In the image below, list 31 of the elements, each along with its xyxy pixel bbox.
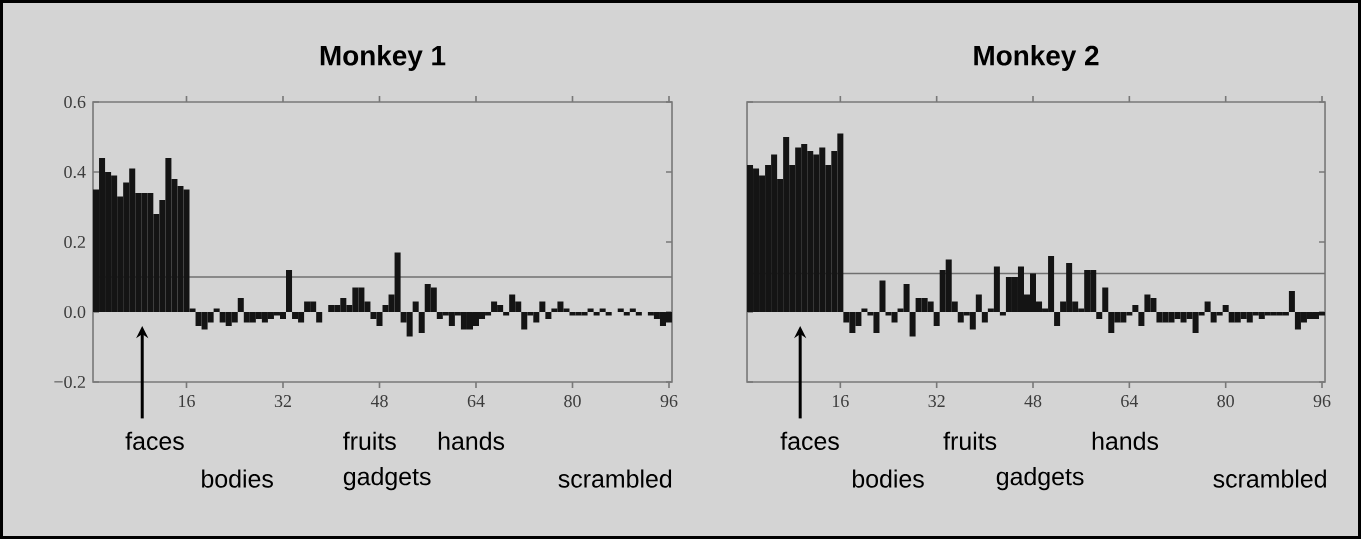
x-tick-label: 64 — [1121, 395, 1139, 408]
x-tick-label: 48 — [370, 395, 388, 408]
text: bodies — [202, 469, 273, 488]
y-tick-label: 0.6 — [64, 95, 86, 109]
x-tick-label: 16 — [179, 395, 195, 408]
y-tick-label: 0.2 — [64, 235, 85, 249]
x-tick-label: 32 — [928, 395, 945, 408]
text: gadgets — [996, 466, 1084, 491]
y-tick-label: 0.4 — [64, 165, 86, 179]
x-tick-label: 96 — [660, 395, 678, 408]
text: scrambled — [558, 469, 672, 488]
x-tick-label: 80 — [564, 395, 581, 408]
text: gadgets — [343, 466, 431, 491]
text: fruits — [343, 431, 396, 450]
x-tick-label: 16 — [832, 395, 849, 408]
y-tick-label: −0.2 — [54, 375, 85, 389]
x-tick-label: 96 — [1313, 395, 1331, 408]
x-tick-label: 32 — [274, 395, 291, 408]
text: fruits — [943, 431, 997, 450]
text: faces — [780, 431, 839, 450]
x-tick-label: 80 — [1217, 395, 1234, 408]
y-tick-label: 0.0 — [64, 305, 86, 319]
x-tick-label: 48 — [1024, 395, 1042, 408]
chart-title: Monkey 1 — [320, 45, 446, 72]
text: bodies — [852, 469, 924, 488]
x-tick-label: 64 — [467, 395, 485, 408]
text: scrambled — [1213, 469, 1326, 488]
text: faces — [125, 431, 184, 450]
chart-title: Monkey 2 — [974, 45, 1099, 72]
text: hands — [1092, 431, 1159, 450]
text: hands — [438, 431, 505, 450]
